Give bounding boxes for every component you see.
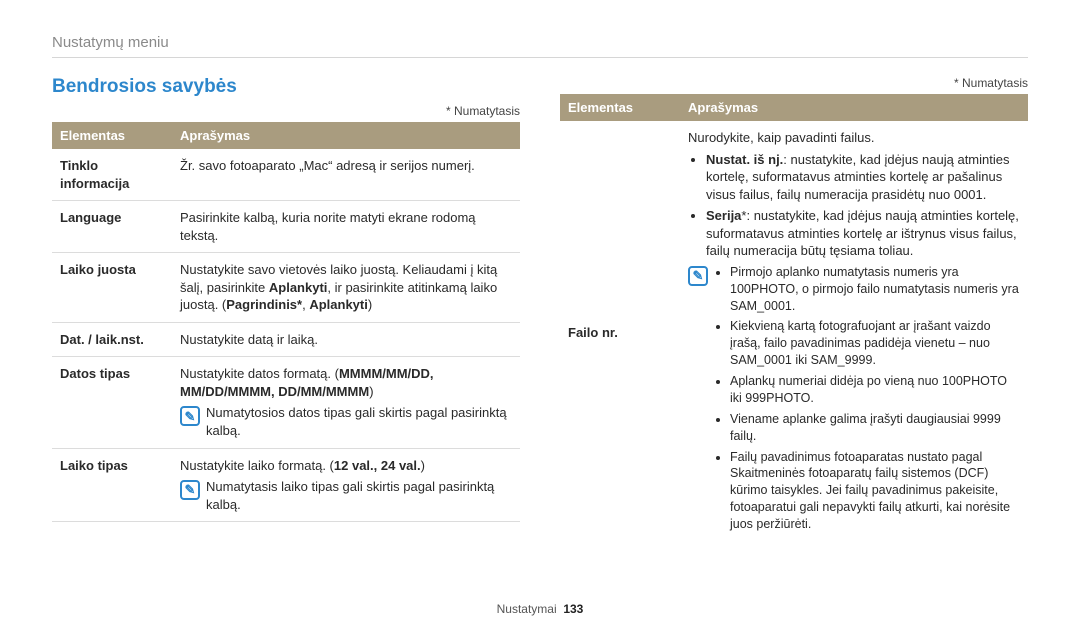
right-table: Elementas Aprašymas Failo nr. Nurodykite… [560,94,1028,545]
table-header-row: Elementas Aprašymas [52,122,520,149]
footer: Nustatymai 133 [0,602,1080,616]
note-icon: ✎ [688,266,708,286]
bold-text: Aplankyti [309,297,368,312]
footer-section: Nustatymai [497,602,557,616]
row-label: Tinklo informacija [52,149,172,201]
note-row: ✎ Numatytasis laiko tipas gali skirtis p… [180,478,512,513]
list-item: Failų pavadinimus fotoaparatas nustato p… [730,449,1020,533]
row-label: Failo nr. [560,121,680,545]
list-item: Nustat. iš nj.: nustatykite, kad įdėjus … [706,151,1020,204]
table-row: Datos tipas Nustatykite datos formatą. (… [52,357,520,448]
left-column: Bendrosios savybės * Numatytasis Element… [52,76,520,545]
header-aprasymas: Aprašymas [172,122,520,149]
text: ) [369,384,373,399]
bullet-list-main: Nustat. iš nj.: nustatykite, kad įdėjus … [688,151,1020,260]
header-aprasymas: Aprašymas [680,94,1028,121]
row-desc: Nustatykite savo vietovės laiko juostą. … [172,253,520,323]
breadcrumb: Nustatymų meniu [52,34,1028,51]
row-desc: Žr. savo fotoaparato „Mac“ adresą ir ser… [172,149,520,201]
bold-text: Pagrindinis* [226,297,302,312]
default-note-left: * Numatytasis [52,104,520,118]
list-item: Pirmojo aplanko numatytasis numeris yra … [730,264,1020,315]
note-text: Numatytasis laiko tipas gali skirtis pag… [206,478,512,513]
list-item: Viename aplanke galima įrašyti daugiausi… [730,411,1020,445]
text: Nustatykite datos formatą. ( [180,366,339,381]
note-row: ✎ Numatytosios datos tipas gali skirtis … [180,404,512,439]
top-rule [52,57,1028,58]
bold-text: 12 val., 24 val. [334,458,421,473]
default-note-right: * Numatytasis [560,76,1028,90]
list-item: Serija*: nustatykite, kad įdėjus naują a… [706,207,1020,260]
table-row: Dat. / laik.nst. Nustatykite datą ir lai… [52,322,520,357]
section-title: Bendrosios savybės [52,76,520,98]
list-item: Aplankų numeriai didėja po vieną nuo 100… [730,373,1020,407]
content-columns: Bendrosios savybės * Numatytasis Element… [52,76,1028,545]
row-desc: Nustatykite datą ir laiką. [172,322,520,357]
text: ) [368,297,372,312]
row-desc: Nustatykite datos formatą. (MMMM/MM/DD, … [172,357,520,448]
row-label: Dat. / laik.nst. [52,322,172,357]
table-row: Laiko juosta Nustatykite savo vietovės l… [52,253,520,323]
row-desc: Pasirinkite kalbą, kuria norite matyti e… [172,201,520,253]
bold-text: Aplankyti [269,280,328,295]
row-desc: Nurodykite, kaip pavadinti failus. Nusta… [680,121,1028,545]
note-block: ✎ Pirmojo aplanko numatytasis numeris yr… [688,264,1020,537]
note-list: Pirmojo aplanko numatytasis numeris yra … [714,264,1020,537]
note-text: Numatytosios datos tipas gali skirtis pa… [206,404,512,439]
header-elementas: Elementas [560,94,680,121]
text: ) [421,458,425,473]
table-row: Failo nr. Nurodykite, kaip pavadinti fai… [560,121,1028,545]
list-item: Kiekvieną kartą fotografuojant ar įrašan… [730,318,1020,369]
table-row: Language Pasirinkite kalbą, kuria norite… [52,201,520,253]
header-elementas: Elementas [52,122,172,149]
note-icon: ✎ [180,406,200,426]
row-label: Language [52,201,172,253]
table-row: Tinklo informacija Žr. savo fotoaparato … [52,149,520,201]
text: Nustatykite laiko formatą. ( [180,458,334,473]
row-label: Laiko tipas [52,448,172,522]
footer-page: 133 [563,602,583,616]
left-table: Elementas Aprašymas Tinklo informacija Ž… [52,122,520,522]
bold-text: Nustat. iš nj. [706,152,783,167]
text: *: nustatykite, kad įdėjus naują atminti… [706,208,1019,258]
intro-text: Nurodykite, kaip pavadinti failus. [688,129,1020,147]
row-desc: Nustatykite laiko formatą. (12 val., 24 … [172,448,520,522]
right-column: * Numatytasis Elementas Aprašymas Failo … [560,76,1028,545]
bold-text: Serija [706,208,741,223]
note-icon: ✎ [180,480,200,500]
table-header-row: Elementas Aprašymas [560,94,1028,121]
row-label: Datos tipas [52,357,172,448]
table-row: Laiko tipas Nustatykite laiko formatą. (… [52,448,520,522]
row-label: Laiko juosta [52,253,172,323]
